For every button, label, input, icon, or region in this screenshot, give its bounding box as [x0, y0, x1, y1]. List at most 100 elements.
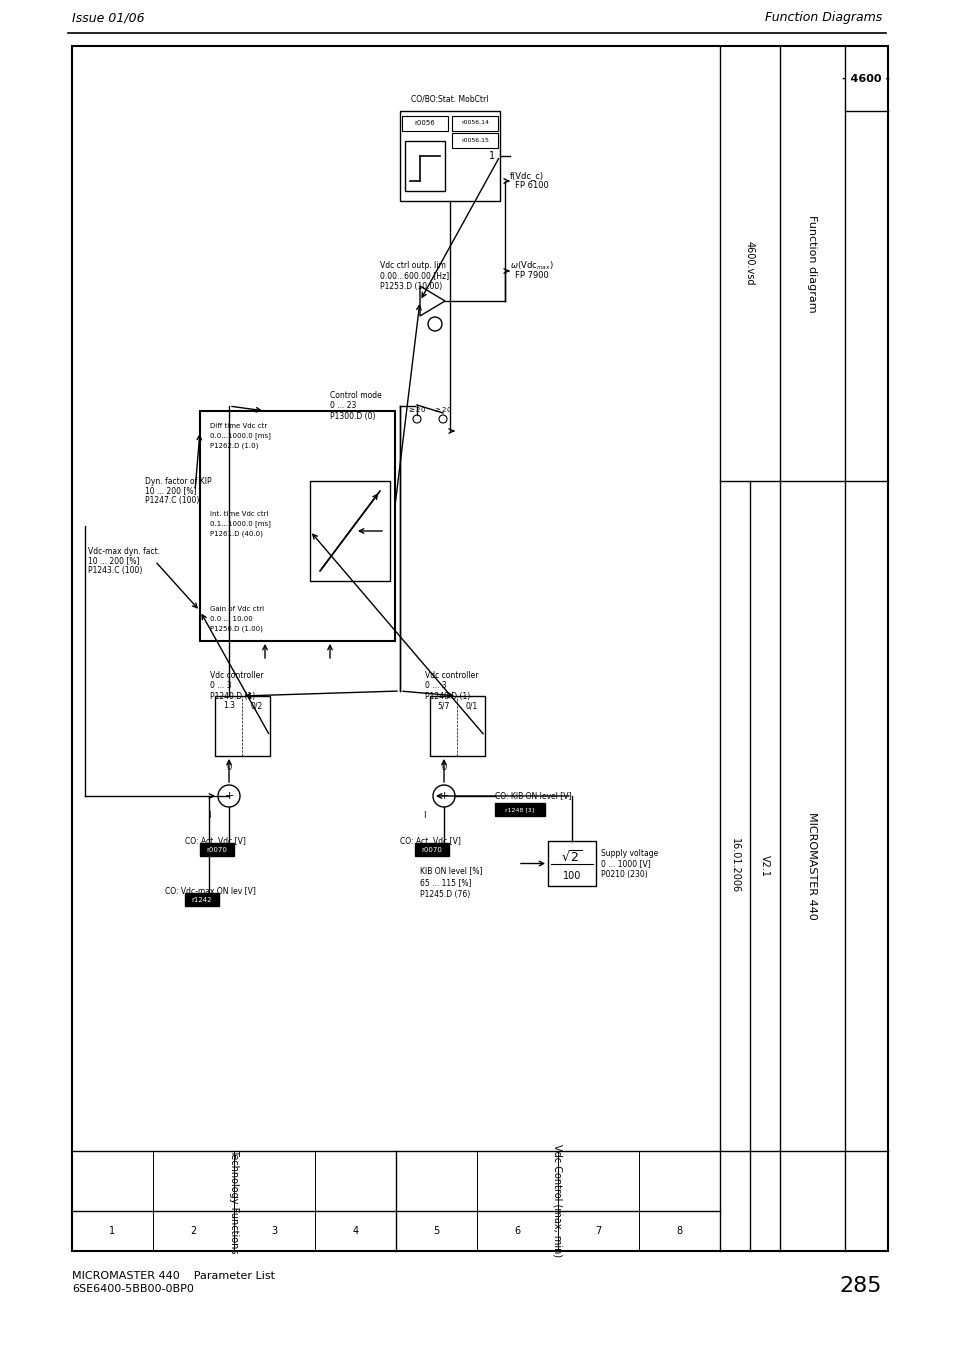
- Bar: [200, 411, 395, 640]
- Text: FP 7900: FP 7900: [515, 272, 548, 281]
- Text: 285: 285: [839, 1275, 882, 1296]
- Text: Gain of Vdc ctrl: Gain of Vdc ctrl: [210, 607, 264, 612]
- Text: Technology Functions: Technology Functions: [229, 1148, 239, 1254]
- Text: P1262.D (1.0): P1262.D (1.0): [210, 443, 258, 450]
- Text: 4600.vsd: 4600.vsd: [744, 242, 754, 286]
- Text: 6: 6: [514, 1225, 520, 1236]
- Text: 6SE6400-5BB00-0BP0: 6SE6400-5BB00-0BP0: [71, 1283, 193, 1294]
- Bar: [452, 116, 497, 131]
- Text: Vdc controller: Vdc controller: [424, 671, 478, 681]
- Text: KIB ON level [%]: KIB ON level [%]: [419, 866, 482, 875]
- Text: 1: 1: [110, 1225, 115, 1236]
- Bar: [495, 802, 544, 816]
- Text: 0.0 ... 10.00: 0.0 ... 10.00: [210, 616, 253, 621]
- Text: 0.1...1000.0 [ms]: 0.1...1000.0 [ms]: [210, 520, 271, 527]
- Text: f(Vdc_c): f(Vdc_c): [510, 172, 543, 181]
- Text: Diff time Vdc ctr: Diff time Vdc ctr: [210, 423, 267, 430]
- Text: CO: KIB ON level [V]: CO: KIB ON level [V]: [495, 792, 571, 801]
- Text: r0056: r0056: [415, 120, 435, 126]
- Bar: [405, 141, 444, 190]
- Text: 4: 4: [352, 1225, 358, 1236]
- Text: Vdc controller: Vdc controller: [210, 671, 263, 681]
- Text: Supply voltage: Supply voltage: [600, 850, 658, 858]
- Text: 0 ... 3: 0 ... 3: [424, 681, 446, 690]
- Text: P0210 (230): P0210 (230): [600, 870, 647, 878]
- Text: 1.3: 1.3: [223, 701, 234, 711]
- Bar: [214, 696, 270, 757]
- Text: 10 ... 200 [%]: 10 ... 200 [%]: [145, 486, 196, 496]
- Text: $\sqrt{2}$: $\sqrt{2}$: [561, 850, 582, 865]
- Text: $\geq$20: $\geq$20: [433, 404, 452, 413]
- Text: 0 ... 1000 [V]: 0 ... 1000 [V]: [600, 859, 650, 869]
- Text: P1247.C (100): P1247.C (100): [145, 497, 199, 505]
- Text: 0: 0: [441, 763, 446, 773]
- Text: - 4600 -: - 4600 -: [841, 73, 889, 84]
- Text: Control mode: Control mode: [330, 392, 381, 400]
- Text: P1250.D (1.00): P1250.D (1.00): [210, 626, 263, 632]
- Bar: [200, 843, 233, 857]
- Text: r1242: r1242: [192, 897, 212, 902]
- Text: P1240.D (1): P1240.D (1): [210, 692, 255, 701]
- Text: V2.1: V2.1: [760, 855, 769, 877]
- Text: Int. time Vdc ctrl: Int. time Vdc ctrl: [210, 511, 268, 517]
- Text: P1240.D (1): P1240.D (1): [424, 692, 470, 701]
- Text: r0070: r0070: [421, 847, 442, 852]
- Text: 65 ... 115 [%]: 65 ... 115 [%]: [419, 878, 471, 888]
- Text: 8: 8: [676, 1225, 681, 1236]
- Text: CO/BO:Stat. MobCtrl: CO/BO:Stat. MobCtrl: [411, 95, 488, 104]
- Bar: [452, 132, 497, 149]
- Text: r0056.15: r0056.15: [460, 138, 489, 142]
- Text: CO: Act. Vdc [V]: CO: Act. Vdc [V]: [399, 836, 460, 846]
- Text: 0 ... 23: 0 ... 23: [330, 401, 356, 411]
- Text: 1: 1: [489, 151, 495, 161]
- Text: 0.0...1000.0 [ms]: 0.0...1000.0 [ms]: [210, 432, 271, 439]
- Text: P1300.D (0): P1300.D (0): [330, 412, 375, 420]
- Text: Function Diagrams: Function Diagrams: [764, 12, 882, 24]
- Bar: [310, 481, 390, 581]
- Text: Function diagram: Function diagram: [806, 215, 817, 312]
- Text: FP 6100: FP 6100: [515, 181, 548, 190]
- Text: I: I: [208, 812, 210, 820]
- Text: $\geq$20: $\geq$20: [407, 404, 426, 413]
- Text: 3: 3: [272, 1225, 277, 1236]
- Text: 0/2: 0/2: [251, 701, 263, 711]
- Text: r0056.14: r0056.14: [460, 120, 489, 126]
- Text: Vdc-max dyn. fact.: Vdc-max dyn. fact.: [88, 547, 160, 555]
- Text: P1245.D (76): P1245.D (76): [419, 890, 470, 900]
- Text: MICROMASTER 440    Parameter List: MICROMASTER 440 Parameter List: [71, 1271, 274, 1281]
- Bar: [430, 696, 484, 757]
- Text: 0/1: 0/1: [465, 701, 477, 711]
- Text: r1248 [3]: r1248 [3]: [505, 808, 534, 812]
- Text: 10 ... 200 [%]: 10 ... 200 [%]: [88, 557, 139, 566]
- Text: I: I: [422, 812, 425, 820]
- Text: 16.01.2006: 16.01.2006: [729, 839, 740, 893]
- Text: $\omega$(Vdc$_{max}$): $\omega$(Vdc$_{max}$): [510, 259, 553, 273]
- Bar: [71, 46, 887, 1251]
- Text: r0070: r0070: [207, 847, 227, 852]
- Text: 0: 0: [226, 763, 232, 773]
- Text: P1253.D (10.00): P1253.D (10.00): [379, 281, 442, 290]
- Text: 5: 5: [433, 1225, 439, 1236]
- Text: 0 ... 3: 0 ... 3: [210, 681, 232, 690]
- Text: 2: 2: [191, 1225, 196, 1236]
- Text: +: +: [224, 790, 233, 801]
- Text: +: +: [438, 790, 448, 801]
- Text: P1261.D (40.0): P1261.D (40.0): [210, 531, 263, 538]
- Text: 7: 7: [595, 1225, 601, 1236]
- Text: 100: 100: [562, 871, 580, 881]
- Text: Dyn. factor of KIP: Dyn. factor of KIP: [145, 477, 212, 485]
- Bar: [401, 116, 448, 131]
- Text: Vdc Control (max, min): Vdc Control (max, min): [553, 1144, 562, 1258]
- Text: P1243.C (100): P1243.C (100): [88, 566, 142, 576]
- Text: CO: Act. Vdc [V]: CO: Act. Vdc [V]: [185, 836, 246, 846]
- Text: 0.00...600.00 [Hz]: 0.00...600.00 [Hz]: [379, 272, 449, 281]
- Bar: [547, 842, 596, 886]
- Text: 5/7: 5/7: [437, 701, 450, 711]
- Text: MICROMASTER 440: MICROMASTER 440: [806, 812, 817, 920]
- Bar: [399, 111, 499, 201]
- Text: Issue 01/06: Issue 01/06: [71, 12, 145, 24]
- Text: Vdc ctrl outp. lim: Vdc ctrl outp. lim: [379, 262, 445, 270]
- Bar: [415, 843, 449, 857]
- Bar: [185, 893, 219, 907]
- Text: CO: Vdc-max ON lev [V]: CO: Vdc-max ON lev [V]: [165, 886, 255, 896]
